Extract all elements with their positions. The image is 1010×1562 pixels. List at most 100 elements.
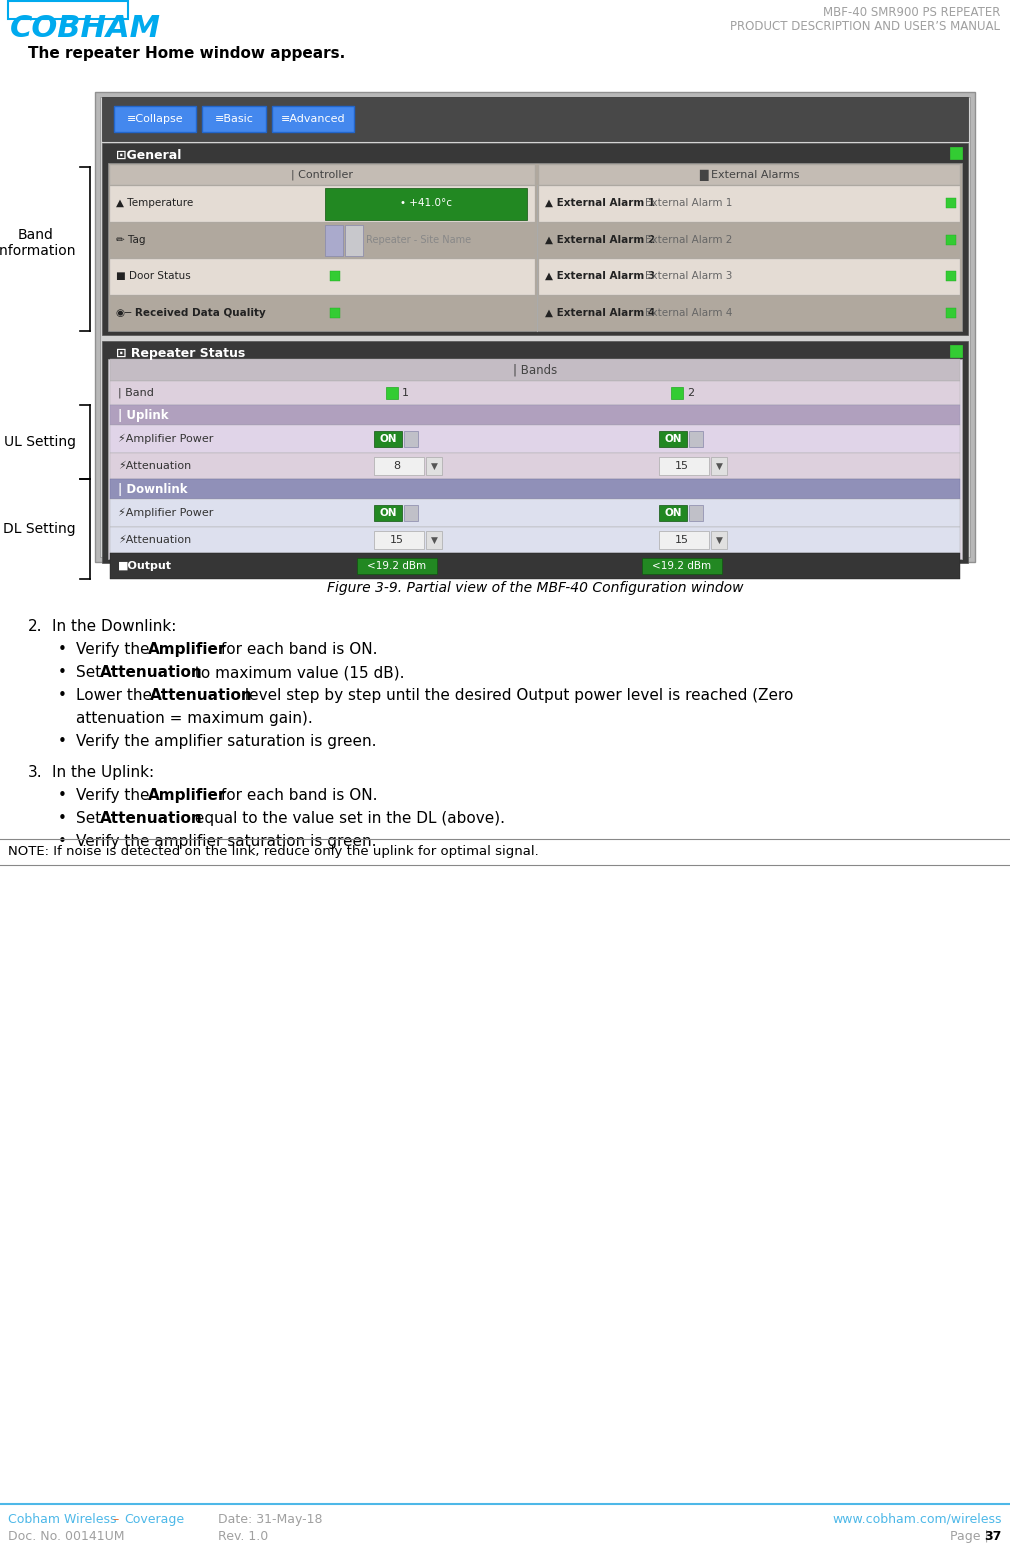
Text: Amplifier: Amplifier — [148, 642, 226, 658]
Bar — [946, 234, 956, 245]
Text: attenuation = maximum gain).: attenuation = maximum gain). — [76, 711, 313, 726]
Text: External Alarm 4: External Alarm 4 — [645, 308, 732, 317]
Text: Lower the: Lower the — [76, 687, 157, 703]
Text: ⊡General: ⊡General — [116, 148, 182, 162]
Text: ⚡Amplifier Power: ⚡Amplifier Power — [118, 434, 213, 444]
Bar — [689, 505, 703, 522]
Bar — [110, 381, 960, 405]
Bar — [8, 2, 128, 19]
Bar — [110, 553, 960, 580]
Text: Set: Set — [76, 811, 106, 826]
Bar — [110, 526, 960, 553]
Bar — [325, 187, 527, 220]
Text: DL Setting: DL Setting — [3, 522, 76, 536]
Bar — [357, 558, 437, 573]
Bar — [950, 345, 962, 358]
Text: •: • — [58, 834, 67, 850]
Bar — [95, 92, 975, 562]
Text: Page |: Page | — [950, 1531, 993, 1543]
Text: ■Output: ■Output — [118, 561, 172, 572]
Text: <19.2 dBm: <19.2 dBm — [652, 561, 712, 572]
Text: for each band is ON.: for each band is ON. — [216, 642, 378, 658]
Text: ▲ Temperature: ▲ Temperature — [116, 198, 193, 208]
Bar — [946, 308, 956, 317]
Bar — [108, 359, 962, 559]
Bar — [374, 431, 402, 447]
Bar — [539, 186, 960, 222]
Text: to maximum value (15 dB).: to maximum value (15 dB). — [190, 665, 404, 679]
Text: ▼: ▼ — [715, 536, 722, 545]
Text: 15: 15 — [390, 536, 404, 545]
Text: MBF-40 SMR900 PS REPEATER: MBF-40 SMR900 PS REPEATER — [822, 6, 1000, 19]
Bar — [110, 222, 535, 258]
Text: ⚡Attenuation: ⚡Attenuation — [118, 461, 191, 472]
Text: 37: 37 — [985, 1531, 1002, 1543]
Bar — [102, 341, 968, 562]
Text: COBHAM: COBHAM — [10, 14, 161, 44]
Bar — [426, 458, 442, 475]
Bar — [642, 558, 722, 573]
Text: • +41.0°c: • +41.0°c — [400, 198, 452, 208]
Bar — [671, 387, 683, 398]
Bar — [539, 166, 960, 184]
Text: ON: ON — [665, 434, 682, 444]
Bar — [946, 198, 956, 208]
Bar — [110, 166, 535, 184]
Text: ✏ Tag: ✏ Tag — [116, 234, 145, 245]
Bar — [110, 453, 960, 480]
Text: | Controller: | Controller — [291, 170, 354, 180]
Text: ▼: ▼ — [430, 461, 437, 470]
Bar — [659, 431, 687, 447]
Bar — [110, 295, 535, 331]
Text: PRODUCT DESCRIPTION AND USER’S MANUAL: PRODUCT DESCRIPTION AND USER’S MANUAL — [730, 20, 1000, 33]
Bar — [659, 505, 687, 522]
Bar — [539, 295, 960, 331]
Text: –: – — [112, 1514, 118, 1526]
Bar — [330, 272, 340, 281]
Text: Date: 31-May-18: Date: 31-May-18 — [218, 1514, 322, 1526]
Text: <19.2 dBm: <19.2 dBm — [368, 561, 426, 572]
Text: •: • — [58, 665, 67, 679]
Bar — [102, 144, 968, 334]
Text: Verify the: Verify the — [76, 642, 155, 658]
Bar — [659, 531, 709, 548]
Text: 2.: 2. — [28, 619, 42, 634]
Bar — [711, 531, 727, 548]
Text: •: • — [58, 687, 67, 703]
Text: www.cobham.com/wireless: www.cobham.com/wireless — [832, 1514, 1002, 1526]
Bar — [272, 106, 353, 133]
Text: Verify the amplifier saturation is green.: Verify the amplifier saturation is green… — [76, 734, 377, 750]
Bar — [110, 359, 960, 381]
Bar — [108, 162, 962, 331]
Bar — [202, 106, 266, 133]
Text: •: • — [58, 787, 67, 803]
Bar — [426, 531, 442, 548]
Text: Verify the amplifier saturation is green.: Verify the amplifier saturation is green… — [76, 834, 377, 850]
Bar — [345, 225, 363, 256]
Text: ⚡Amplifier Power: ⚡Amplifier Power — [118, 508, 213, 519]
Text: ON: ON — [379, 434, 397, 444]
Text: Rev. 1.0: Rev. 1.0 — [218, 1531, 269, 1543]
Bar — [110, 186, 535, 222]
Text: In the Uplink:: In the Uplink: — [52, 765, 155, 779]
Bar — [386, 387, 398, 398]
Text: ▼: ▼ — [430, 536, 437, 545]
Text: | Bands: | Bands — [513, 364, 558, 376]
Text: External Alarm 1: External Alarm 1 — [645, 198, 732, 208]
Text: Attenuation: Attenuation — [100, 811, 203, 826]
Text: ▲ External Alarm 1: ▲ External Alarm 1 — [545, 198, 655, 208]
Text: | Uplink: | Uplink — [118, 409, 169, 422]
Bar — [404, 505, 418, 522]
Text: UL Setting: UL Setting — [4, 434, 76, 448]
Text: Band
Information: Band Information — [0, 228, 76, 258]
Bar — [102, 97, 968, 141]
Text: Coverage: Coverage — [124, 1514, 184, 1526]
Bar — [689, 431, 703, 447]
Bar — [946, 272, 956, 281]
Text: External Alarm 2: External Alarm 2 — [645, 234, 732, 245]
Text: Attenuation: Attenuation — [100, 665, 203, 679]
Bar — [659, 458, 709, 475]
Text: The repeater Home window appears.: The repeater Home window appears. — [28, 45, 345, 61]
Text: In the Downlink:: In the Downlink: — [52, 619, 177, 634]
Text: External Alarm 3: External Alarm 3 — [645, 272, 732, 281]
